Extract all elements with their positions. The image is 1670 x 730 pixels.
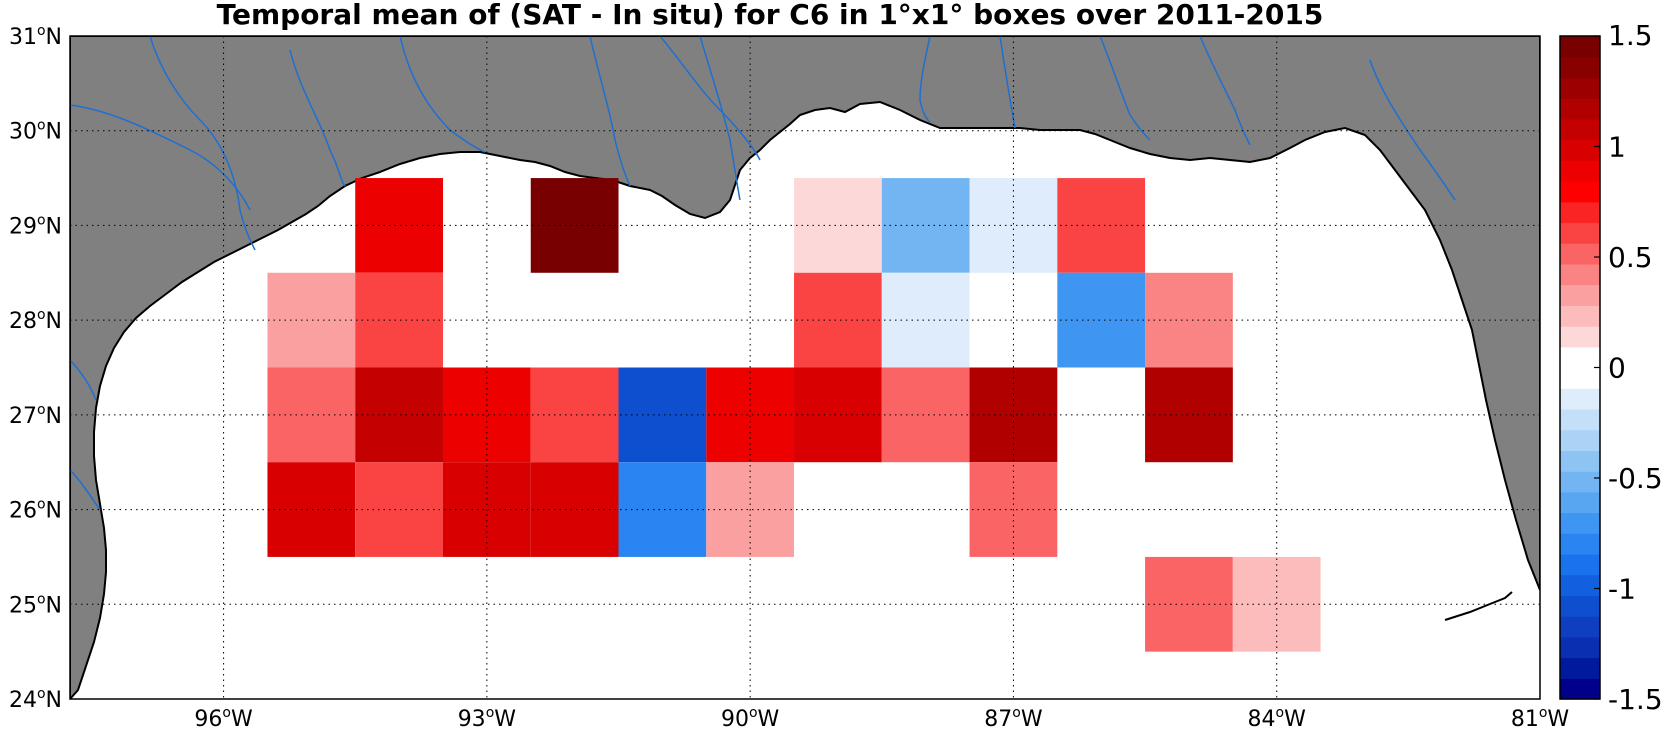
longitude-tick-labels: 96oW 93oW 90oW 87oW 84oW 81oW bbox=[194, 705, 1569, 730]
colorbar-swatch bbox=[1560, 77, 1600, 99]
tick-label: 87oW bbox=[984, 705, 1043, 730]
tick-label: 90oW bbox=[721, 705, 780, 730]
colorbar-swatch bbox=[1560, 533, 1600, 555]
colorbar-swatch bbox=[1560, 636, 1600, 659]
colorbar-swatch bbox=[1560, 429, 1600, 451]
tick-label: 28oN bbox=[9, 307, 62, 334]
colorbar-swatch bbox=[1560, 181, 1600, 203]
colorbar-swatch bbox=[1560, 36, 1600, 58]
colorbar-swatch bbox=[1560, 616, 1600, 638]
colorbar-swatch bbox=[1560, 471, 1600, 493]
latitude-tick-labels: 24oN 25oN 26oN 27oN 28oN 29oN 30oN 31oN bbox=[9, 23, 62, 713]
colorbar-swatch bbox=[1560, 305, 1600, 327]
colorbar: 1.5 1 0.5 0 -0.5 -1 -1.5 bbox=[1559, 19, 1663, 716]
tick-label: 29oN bbox=[9, 212, 62, 239]
colorbar-swatch bbox=[1560, 491, 1600, 514]
heatmap-cell bbox=[794, 367, 882, 463]
colorbar-swatch bbox=[1560, 408, 1600, 431]
colorbar-tick-label: 0.5 bbox=[1608, 241, 1653, 274]
graticule bbox=[70, 36, 1540, 699]
tick-label: 27oN bbox=[9, 402, 62, 429]
tick-label: 93oW bbox=[458, 705, 517, 730]
colorbar-swatch bbox=[1560, 263, 1600, 286]
heatmap-cell bbox=[267, 367, 356, 463]
colorbar-swatch bbox=[1560, 595, 1600, 617]
colorbar-swatch bbox=[1560, 678, 1600, 700]
colorbar-swatch bbox=[1560, 243, 1600, 265]
colorbar-swatch bbox=[1560, 553, 1600, 576]
heatmap-cell bbox=[267, 462, 356, 557]
colorbar-swatch bbox=[1560, 367, 1600, 389]
colorbar-swatch bbox=[1560, 56, 1600, 79]
colorbar-tick-label: -1.5 bbox=[1608, 683, 1663, 716]
tick-label: 25oN bbox=[9, 591, 62, 618]
colorbar-swatch bbox=[1560, 346, 1600, 369]
colorbar-swatch bbox=[1560, 512, 1600, 534]
tick-label: 81oW bbox=[1511, 705, 1570, 730]
colorbar-tick-label: 1.5 bbox=[1608, 19, 1653, 52]
tick-label: 84oW bbox=[1248, 705, 1307, 730]
colorbar-swatch bbox=[1560, 450, 1600, 472]
colorbar-swatch bbox=[1560, 139, 1600, 161]
colorbar-swatch bbox=[1560, 222, 1600, 244]
heatmap-cell bbox=[794, 178, 882, 273]
colorbar-tick-label: -1 bbox=[1608, 573, 1636, 606]
heatmap-cell bbox=[794, 272, 882, 368]
tick-label: 26oN bbox=[9, 497, 62, 524]
colorbar-swatch bbox=[1560, 98, 1600, 120]
land-mass bbox=[70, 36, 1540, 699]
colorbar-swatch bbox=[1560, 284, 1600, 306]
heatmap-cell bbox=[1232, 556, 1321, 652]
tick-label: 30oN bbox=[9, 118, 62, 145]
map-title: Temporal mean of (SAT - In situ) for C6 … bbox=[216, 0, 1324, 31]
colorbar-swatch bbox=[1560, 388, 1600, 410]
colorbar-tick-label: -0.5 bbox=[1608, 462, 1663, 495]
colorbar-swatch bbox=[1560, 201, 1600, 224]
heatmap-cell bbox=[267, 272, 356, 368]
tick-label: 31oN bbox=[9, 23, 62, 50]
colorbar-swatch bbox=[1560, 118, 1600, 141]
map-frame bbox=[69, 35, 1541, 700]
tick-label: 24oN bbox=[9, 686, 62, 713]
colorbar-swatch bbox=[1560, 574, 1600, 597]
colorbar-tick-label: 0 bbox=[1608, 352, 1626, 385]
colorbar-swatch bbox=[1560, 657, 1600, 679]
tick-label: 96oW bbox=[194, 705, 253, 730]
colorbar-swatch bbox=[1560, 160, 1600, 182]
colorbar-tick-label: 1 bbox=[1608, 131, 1626, 164]
colorbar-swatch bbox=[1560, 326, 1600, 348]
